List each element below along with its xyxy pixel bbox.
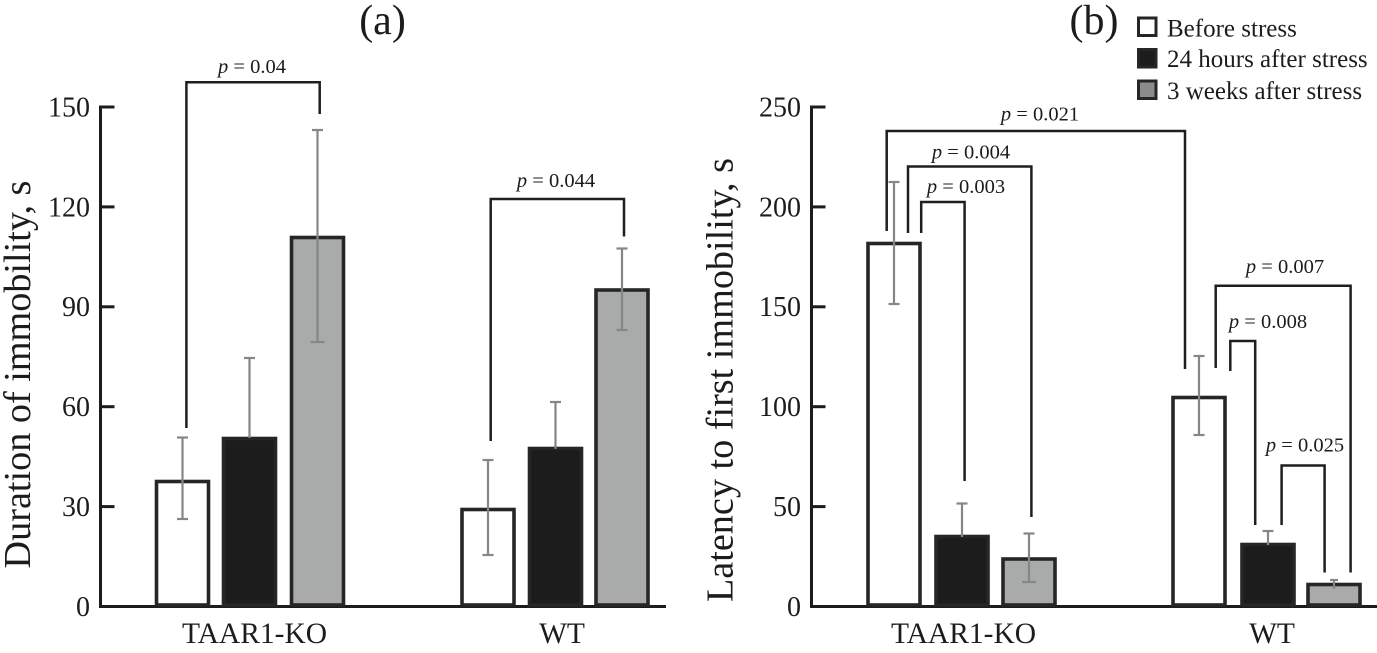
svg-text:p = 0.004: p = 0.004 [930,142,1010,164]
svg-text:p = 0.003: p = 0.003 [925,176,1005,198]
svg-text:p = 0.04: p = 0.04 [216,56,286,78]
svg-text:24 hours after stress: 24 hours after stress [1167,46,1368,73]
svg-text:50: 50 [773,492,801,523]
svg-text:100: 100 [759,392,801,423]
svg-text:p = 0.008: p = 0.008 [1227,311,1307,333]
svg-text:3 weeks after stress: 3 weeks after stress [1167,78,1362,105]
svg-text:30: 30 [62,492,90,523]
svg-text:TAAR1-KO: TAAR1-KO [182,618,327,650]
svg-text:Latency to first immobility, s: Latency to first immobility, s [700,158,742,602]
svg-text:120: 120 [48,192,90,223]
svg-text:Duration of immobility, s: Duration of immobility, s [0,181,39,569]
svg-text:250: 250 [759,92,801,123]
svg-text:0: 0 [76,592,90,623]
svg-text:WT: WT [539,618,585,650]
svg-text:p = 0.007: p = 0.007 [1244,256,1324,278]
svg-text:p = 0.025: p = 0.025 [1264,435,1344,457]
svg-text:0: 0 [787,592,801,623]
svg-text:p = 0.044: p = 0.044 [515,170,595,192]
svg-text:WT: WT [1249,618,1295,650]
svg-text:TAAR1-KO: TAAR1-KO [891,618,1036,650]
svg-text:90: 90 [62,292,90,323]
svg-text:200: 200 [759,192,801,223]
svg-text:150: 150 [48,92,90,123]
svg-text:(b): (b) [1070,0,1119,44]
svg-text:Before stress: Before stress [1167,15,1297,42]
svg-text:p = 0.021: p = 0.021 [999,104,1079,126]
svg-text:60: 60 [62,392,90,423]
svg-text:150: 150 [759,292,801,323]
svg-text:(a): (a) [359,0,406,44]
